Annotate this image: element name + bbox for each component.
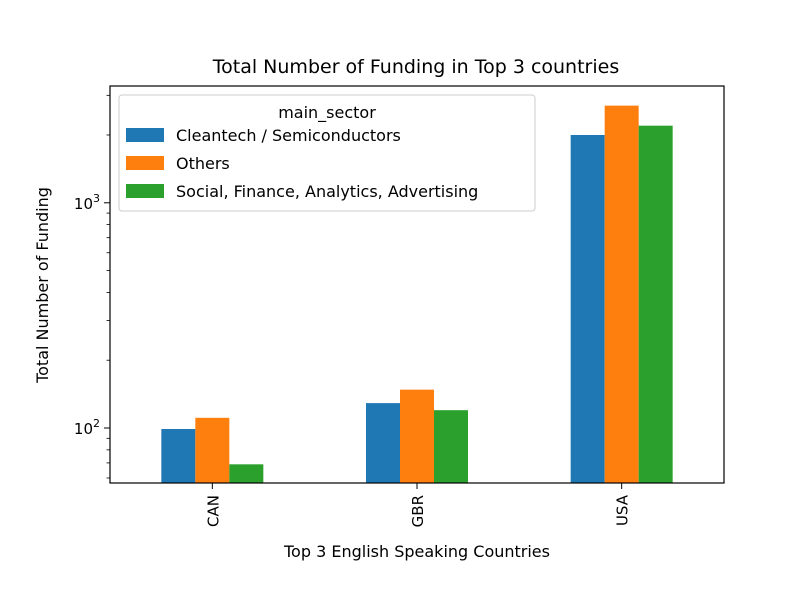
bar (570, 134, 605, 483)
legend-swatch (126, 156, 164, 170)
bar (400, 389, 434, 483)
bar (229, 464, 264, 483)
legend-box (118, 94, 536, 212)
axis-ticks: CAN GBR USA 102 103 (74, 94, 632, 527)
bar (195, 417, 230, 483)
x-tick-label: USA (614, 494, 632, 526)
legend-swatch (126, 184, 164, 198)
y-tick-label: 103 (74, 192, 100, 213)
bar (434, 410, 468, 483)
legend-label: Cleantech / Semiconductors (176, 126, 401, 145)
x-tick-label: CAN (204, 495, 222, 527)
chart-title: Total Number of Funding in Top 3 countri… (212, 56, 619, 78)
x-tick-label: GBR (409, 495, 427, 527)
legend: main_sector Cleantech / Semiconductors Ot… (118, 94, 536, 212)
bar (161, 428, 196, 483)
x-axis-label: Top 3 English Speaking Countries (283, 542, 550, 561)
y-tick-label: 102 (74, 417, 100, 438)
bar (366, 403, 400, 483)
legend-title: main_sector (278, 103, 376, 123)
legend-swatch (126, 128, 164, 142)
y-axis-label: Total Number of Funding (33, 187, 52, 384)
plot-area (161, 105, 673, 483)
legend-label: Social, Finance, Analytics, Advertising (176, 182, 478, 201)
bar (604, 105, 639, 483)
bar (638, 125, 673, 483)
legend-label: Others (176, 154, 230, 173)
